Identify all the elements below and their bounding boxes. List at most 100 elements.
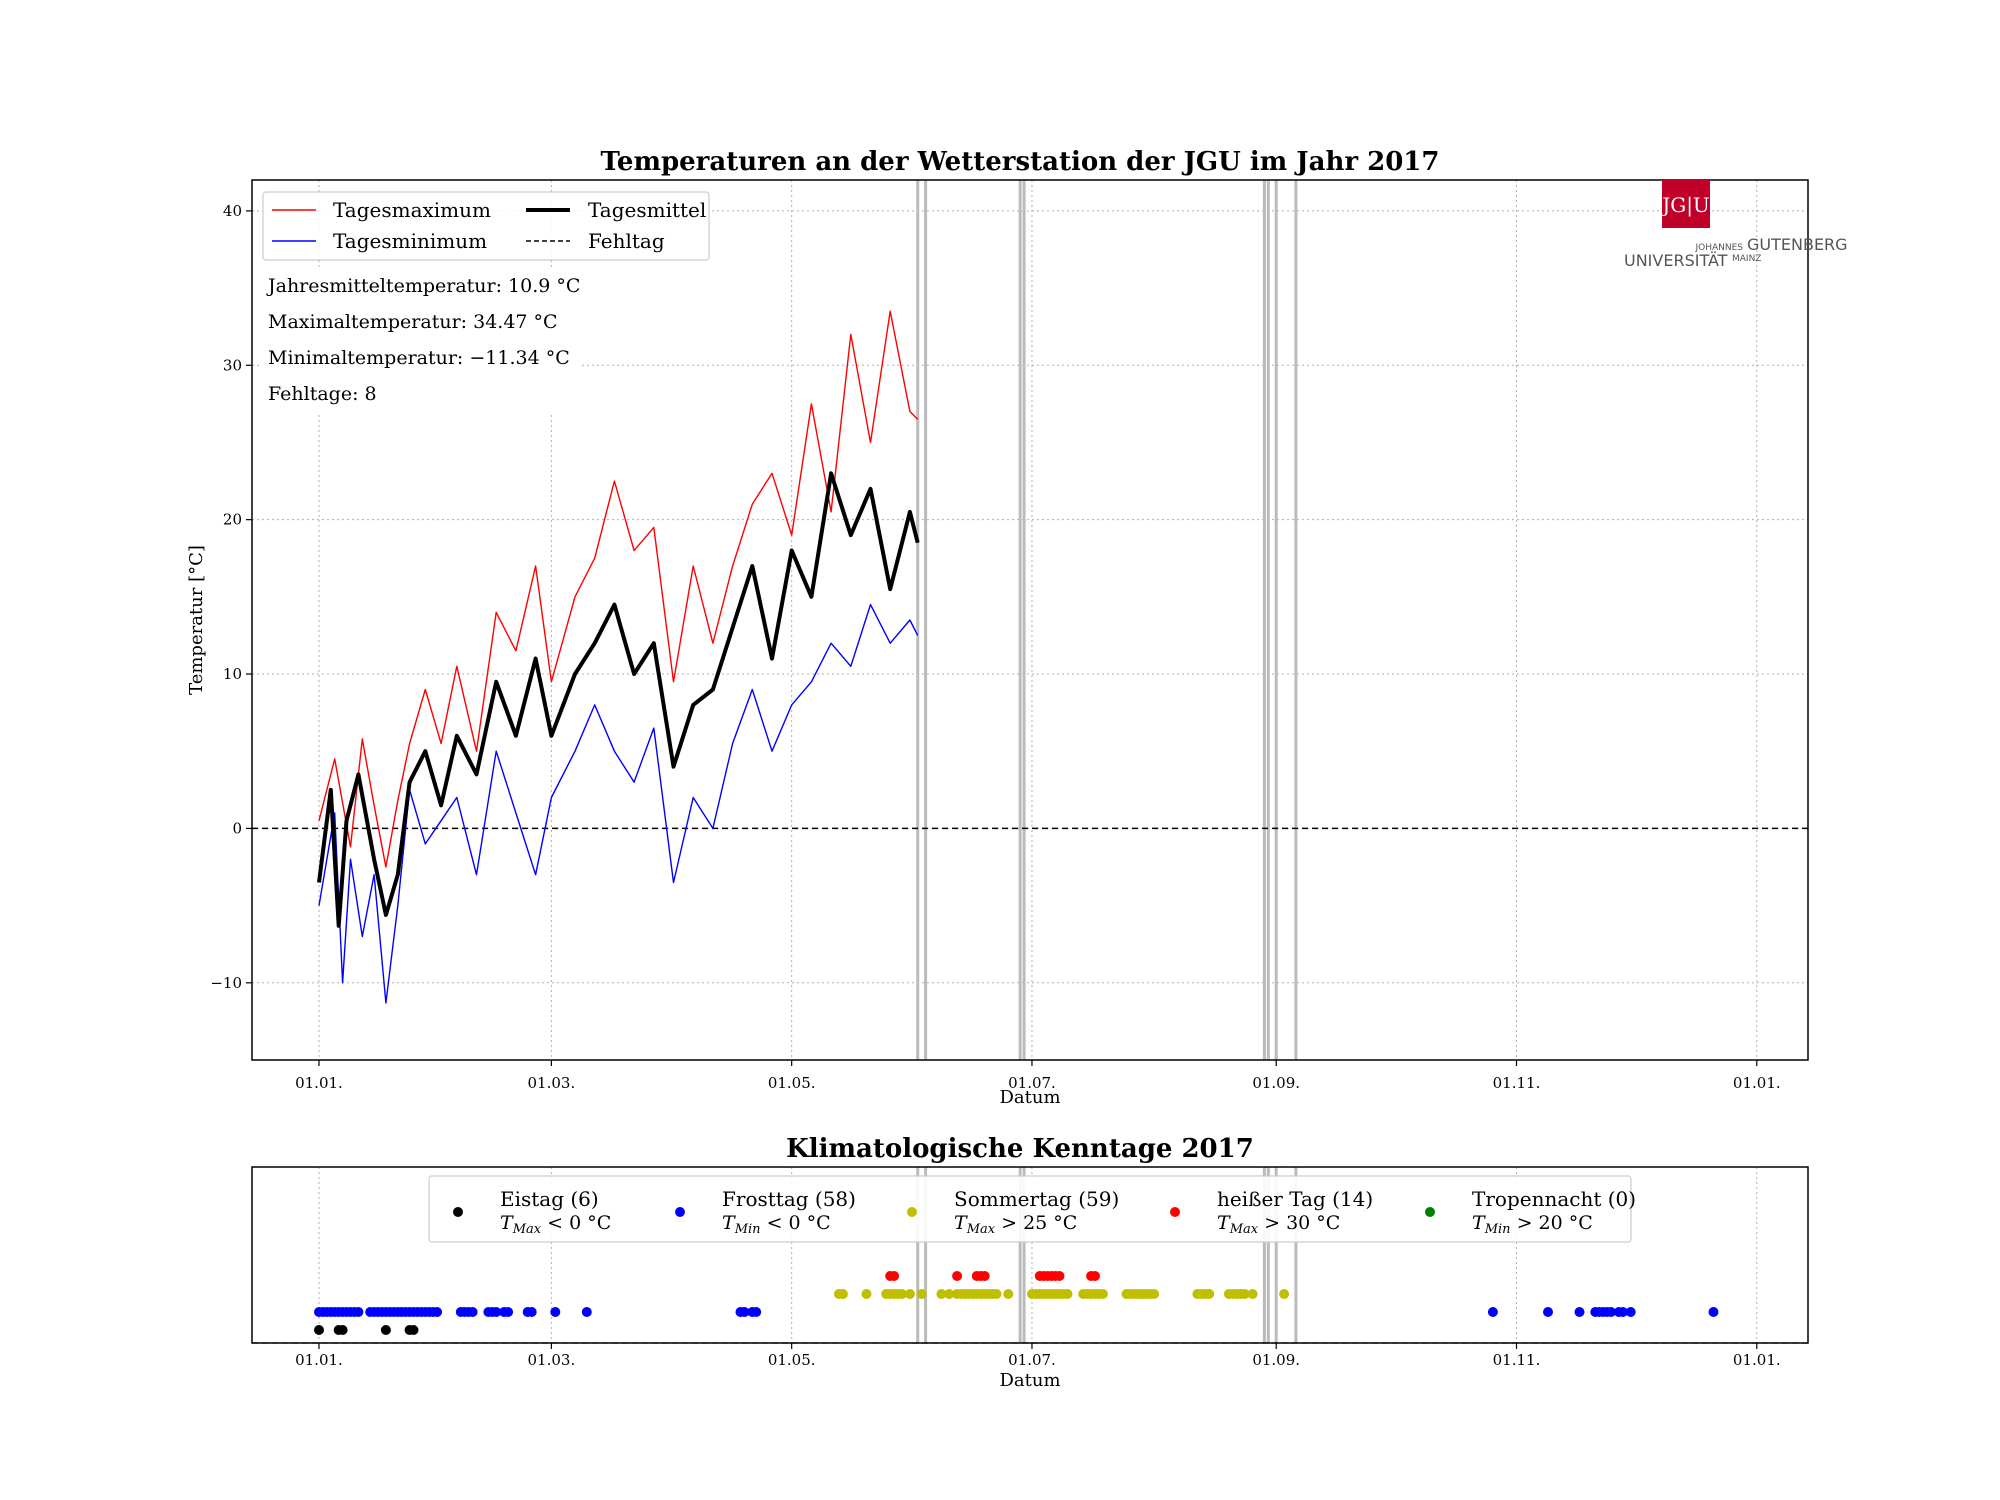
kenntage-x-tick-label: 01.01. bbox=[1733, 1351, 1781, 1369]
kenntage-point bbox=[897, 1289, 907, 1299]
main-x-axis-label: Datum bbox=[999, 1087, 1060, 1108]
kenntage-point bbox=[314, 1325, 324, 1335]
kenntage-point bbox=[467, 1307, 478, 1317]
kenntage-title: Klimatologische Kenntage 2017 bbox=[786, 1134, 1254, 1164]
kenntage-point bbox=[526, 1307, 537, 1317]
kenntage-x-ticks: 01.01. 01.03. 01.05. 01.07. 01.09. 01.11. 01.0… bbox=[295, 1343, 1781, 1369]
kenntage-legend-label: Tropennacht (0) bbox=[1472, 1187, 1636, 1211]
kenntage-legend: Eistag (6)TMax < 0 °C Frosttag (58)TMin <… bbox=[428, 1175, 1636, 1243]
kenntage-point bbox=[503, 1307, 514, 1317]
kenntage-point bbox=[916, 1289, 927, 1299]
kenntage-point bbox=[1606, 1307, 1616, 1317]
kenntage-point bbox=[1062, 1289, 1073, 1299]
y-tick-label: 20 bbox=[223, 511, 242, 529]
stats-backdrop bbox=[262, 268, 582, 412]
kenntage-point bbox=[1574, 1307, 1585, 1317]
x-tick-label: 01.03. bbox=[528, 1074, 576, 1092]
main-y-ticks: −10 0 10 20 30 40 bbox=[210, 202, 252, 992]
kenntage-legend-condition: TMin > 20 °C bbox=[1472, 1212, 1593, 1237]
kenntage-point bbox=[550, 1307, 561, 1317]
kenntage-point bbox=[936, 1289, 947, 1299]
kenntage-point bbox=[1247, 1289, 1258, 1299]
stat-min-temperature: Minimaltemperatur: −11.34 °C bbox=[268, 347, 570, 369]
kenntage-x-tick-label: 01.11. bbox=[1493, 1351, 1541, 1369]
kenntage-legend-marker bbox=[675, 1207, 685, 1217]
stat-missing-days: Fehltage: 8 bbox=[268, 383, 377, 405]
series-group bbox=[317, 310, 920, 1004]
kenntage-x-axis-label: Datum bbox=[999, 1370, 1060, 1391]
jgu-logo-mark-text: JG|U bbox=[1660, 193, 1710, 218]
kenntage-legend-condition: TMax < 0 °C bbox=[500, 1212, 611, 1237]
y-tick-label: −10 bbox=[210, 974, 242, 992]
kenntage-point bbox=[739, 1307, 750, 1317]
x-tick-label: 01.11. bbox=[1493, 1074, 1541, 1092]
kenntage-point bbox=[1708, 1307, 1719, 1317]
kenntage-point bbox=[979, 1271, 990, 1281]
kenntage-x-tick-label: 01.03. bbox=[528, 1351, 576, 1369]
main-legend: Tagesmaximum Tagesminimum Tagesmittel Fe… bbox=[262, 191, 710, 261]
kenntage-legend-label: heißer Tag (14) bbox=[1217, 1187, 1373, 1211]
kenntage-point bbox=[408, 1325, 419, 1335]
kenntage-point bbox=[380, 1325, 391, 1335]
kenntage-points bbox=[314, 1271, 1719, 1335]
legend-label-missing: Fehltag bbox=[588, 229, 665, 253]
kenntage-point bbox=[1625, 1307, 1636, 1317]
kenntage-legend-label: Eistag (6) bbox=[500, 1187, 599, 1211]
kenntage-legend-marker bbox=[1425, 1207, 1435, 1217]
kenntage-x-tick-label: 01.07. bbox=[1008, 1351, 1056, 1369]
legend-box bbox=[262, 191, 710, 261]
kenntage-point bbox=[1003, 1289, 1014, 1299]
legend-label-max: Tagesmaximum bbox=[333, 198, 491, 222]
kenntage-point bbox=[751, 1307, 762, 1317]
kenntage-legend-label: Sommertag (59) bbox=[954, 1187, 1119, 1211]
kenntage-legend-marker bbox=[453, 1207, 463, 1217]
kenntage-point bbox=[1054, 1271, 1065, 1281]
y-tick-label: 10 bbox=[223, 665, 242, 683]
kenntage-point bbox=[952, 1271, 963, 1281]
kenntage-point bbox=[889, 1271, 900, 1281]
kenntage-x-tick-label: 01.05. bbox=[768, 1351, 816, 1369]
kenntage-point bbox=[904, 1289, 915, 1299]
kenntage-legend-marker bbox=[1170, 1207, 1180, 1217]
kenntage-point bbox=[1239, 1289, 1250, 1299]
x-tick-label: 01.07. bbox=[1008, 1074, 1056, 1092]
kenntage-point bbox=[1090, 1271, 1100, 1281]
kenntage-point bbox=[861, 1289, 872, 1299]
stat-mean-temperature: Jahresmitteltemperatur: 10.9 °C bbox=[266, 275, 580, 297]
kenntage-legend-condition: TMin < 0 °C bbox=[722, 1212, 831, 1237]
kenntage-legend-condition: TMax > 25 °C bbox=[954, 1212, 1077, 1237]
missing-day-lines bbox=[916, 180, 1298, 1060]
kenntage-legend-marker bbox=[907, 1207, 917, 1217]
legend-label-min: Tagesminimum bbox=[333, 229, 487, 253]
kenntage-point bbox=[432, 1307, 443, 1317]
main-x-ticks: 01.01. 01.03. 01.05. 01.07. 01.09. 01.11. 01.0… bbox=[295, 1060, 1781, 1092]
series-line-tagesminimum bbox=[318, 603, 919, 1004]
main-y-axis-label: Temperatur [°C] bbox=[186, 545, 207, 695]
kenntage-point bbox=[991, 1289, 1002, 1299]
jgu-logo-line2: UNIVERSITÄT bbox=[1624, 251, 1728, 270]
legend-label-mean: Tagesmittel bbox=[588, 198, 706, 222]
kenntage-point bbox=[1617, 1307, 1628, 1317]
kenntage-point bbox=[491, 1307, 502, 1317]
kenntage-x-tick-label: 01.09. bbox=[1252, 1351, 1300, 1369]
kenntage-x-tick-label: 01.01. bbox=[295, 1351, 343, 1369]
kenntage-legend-box bbox=[428, 1175, 1632, 1243]
x-tick-label: 01.01. bbox=[295, 1074, 343, 1092]
y-tick-label: 30 bbox=[223, 356, 242, 374]
kenntage-point bbox=[837, 1289, 848, 1299]
kenntage-point bbox=[1543, 1307, 1553, 1317]
kenntage-point bbox=[1487, 1307, 1498, 1317]
jgu-logo-line2-small: MAINZ bbox=[1732, 254, 1761, 264]
y-tick-label: 0 bbox=[232, 819, 242, 837]
kenntage-point bbox=[353, 1307, 364, 1317]
kenntage-legend-condition: TMax > 30 °C bbox=[1217, 1212, 1340, 1237]
jgu-logo-line1-big: GUTENBERG bbox=[1747, 235, 1848, 254]
kenntage-point bbox=[1097, 1289, 1108, 1299]
main-plot-frame bbox=[251, 179, 1809, 1061]
series-line-tagesmittel bbox=[317, 471, 920, 928]
jgu-logo-line1-small: JOHANNES bbox=[1694, 243, 1743, 253]
jgu-logo-mark bbox=[1662, 180, 1710, 228]
main-grid bbox=[252, 180, 1808, 1060]
kenntage-point bbox=[1204, 1289, 1215, 1299]
